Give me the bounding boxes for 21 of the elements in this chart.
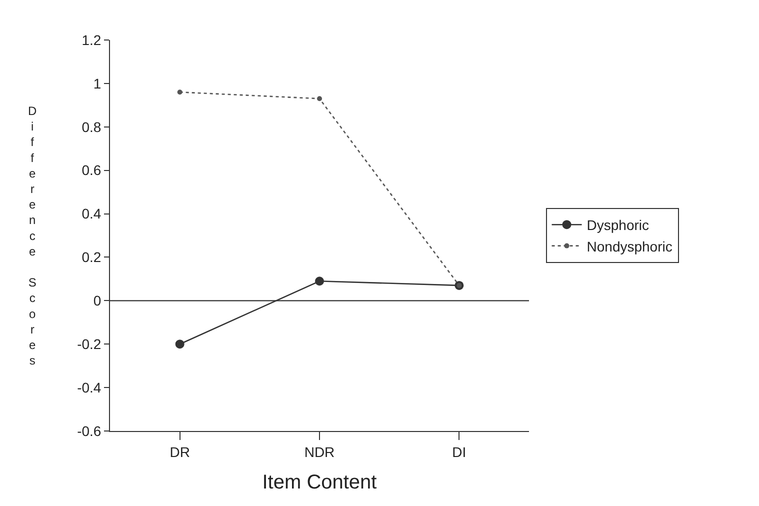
x-tick-label: DI [452, 444, 466, 460]
y-tick-label: -0.6 [77, 422, 102, 439]
text: Difference Scores [28, 104, 37, 368]
y-tick-label: 0.2 [82, 249, 102, 266]
x-tick-label: NDR [304, 444, 335, 460]
legend-label: Dysphoric [586, 217, 650, 234]
x-tick-label: DR [170, 444, 190, 460]
y-tick-label: -0.4 [77, 379, 102, 396]
point [177, 90, 182, 95]
y-tick-label: 1.2 [82, 32, 102, 48]
y-tick-label: 0.8 [82, 118, 102, 135]
y-tick-label: 0.4 [82, 206, 102, 222]
point [317, 96, 322, 102]
point [315, 276, 324, 286]
x-axis-title: Item Content [262, 471, 378, 494]
y-tick-label: 0.6 [82, 162, 102, 178]
y-tick-label: 0 [93, 292, 102, 309]
legend-label: Nondysphoric [586, 238, 672, 254]
point [175, 340, 184, 349]
y-tick-label: -0.2 [77, 336, 102, 352]
y-tick-label: 1 [93, 75, 102, 92]
